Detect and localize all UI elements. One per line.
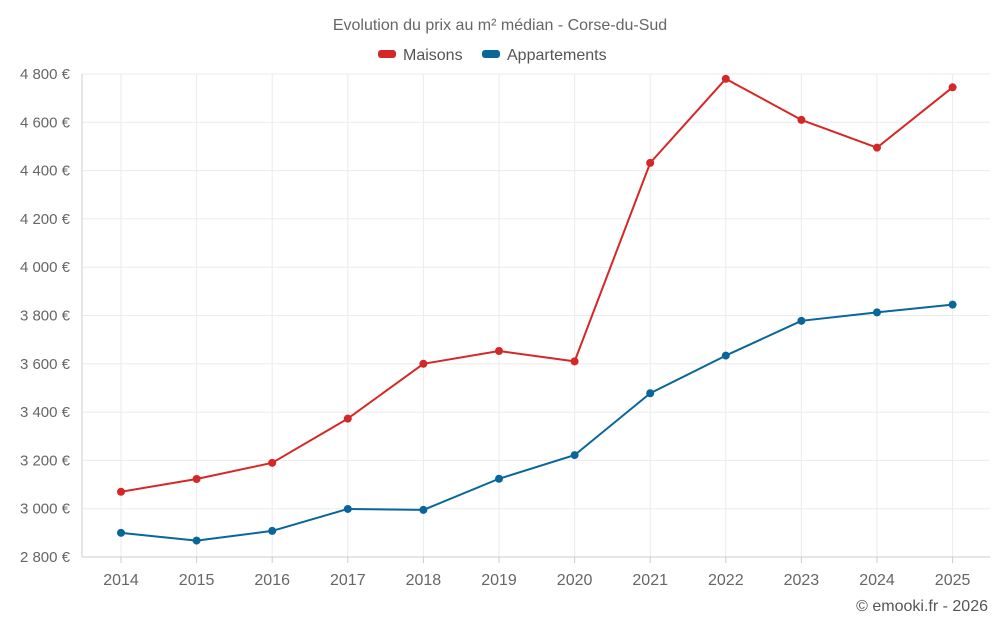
credit-text: © emooki.fr - 2026	[856, 598, 988, 615]
data-point-appartements	[268, 526, 277, 535]
y-tick-label: 3 800 €	[20, 308, 71, 325]
data-point-appartements	[646, 389, 655, 398]
legend-label-appartements: Appartements	[507, 47, 607, 64]
data-point-maisons	[117, 487, 125, 496]
y-tick-label: 4 000 €	[20, 259, 71, 276]
data-point-appartements	[721, 351, 730, 360]
data-point-maisons	[873, 143, 881, 152]
x-tick-label: 2024	[859, 572, 895, 589]
y-tick-label: 3 200 €	[20, 452, 71, 469]
x-axis-ticks: 2014 2015 2016 2017 2018 2019 2020 2021 2022 2023…	[103, 557, 970, 589]
series-group	[117, 74, 957, 545]
x-tick-label: 2019	[481, 572, 517, 589]
x-tick-label: 2016	[254, 572, 290, 589]
x-tick-label: 2018	[406, 572, 442, 589]
legend-swatch-appartements	[482, 50, 500, 58]
data-point-appartements	[495, 474, 503, 483]
legend-label-maisons: Maisons	[403, 47, 463, 64]
legend: Maisons Appartements	[378, 47, 607, 64]
axes	[81, 74, 990, 558]
data-point-appartements	[343, 504, 352, 513]
x-tick-label: 2015	[179, 572, 215, 589]
legend-swatch-maisons	[378, 50, 396, 58]
y-axis-ticks: 2 800 € 3 000 € 3 200 € 3 400 € 3 600 € 3 800…	[20, 66, 71, 566]
x-tick-label: 2014	[103, 572, 139, 589]
y-tick-label: 4 600 €	[20, 114, 71, 131]
data-point-maisons	[192, 474, 201, 483]
y-tick-label: 4 200 €	[20, 211, 71, 228]
y-tick-label: 3 400 €	[20, 404, 71, 421]
data-point-maisons	[948, 83, 957, 92]
x-tick-label: 2022	[708, 572, 744, 589]
x-tick-label: 2025	[935, 572, 971, 589]
data-point-appartements	[873, 308, 881, 317]
y-tick-label: 3 600 €	[20, 356, 71, 373]
y-tick-label: 2 800 €	[20, 549, 71, 566]
x-tick-label: 2017	[330, 572, 366, 589]
data-point-maisons	[268, 458, 277, 467]
data-point-maisons	[419, 359, 428, 368]
data-point-appartements	[948, 300, 957, 309]
series-line-appartements	[120, 303, 953, 542]
data-point-appartements	[117, 528, 125, 537]
y-tick-label: 3 000 €	[20, 501, 71, 518]
chart-title: Evolution du prix au m² médian - Corse-d…	[333, 17, 667, 34]
data-point-appartements	[419, 505, 428, 514]
data-point-maisons	[495, 347, 503, 356]
data-point-maisons	[797, 115, 806, 124]
x-tick-label: 2023	[784, 572, 820, 589]
data-point-appartements	[797, 316, 806, 325]
x-tick-label: 2020	[557, 572, 593, 589]
data-point-appartements	[570, 451, 579, 460]
y-gridlines	[82, 73, 990, 558]
y-tick-label: 4 400 €	[20, 163, 71, 180]
x-tick-label: 2021	[632, 572, 668, 589]
data-point-maisons	[570, 357, 579, 366]
data-point-appartements	[192, 536, 201, 545]
series-line-maisons	[120, 77, 954, 493]
data-point-maisons	[721, 74, 730, 83]
y-tick-label: 4 800 €	[20, 66, 71, 83]
data-point-maisons	[646, 158, 655, 167]
data-point-maisons	[343, 414, 352, 423]
